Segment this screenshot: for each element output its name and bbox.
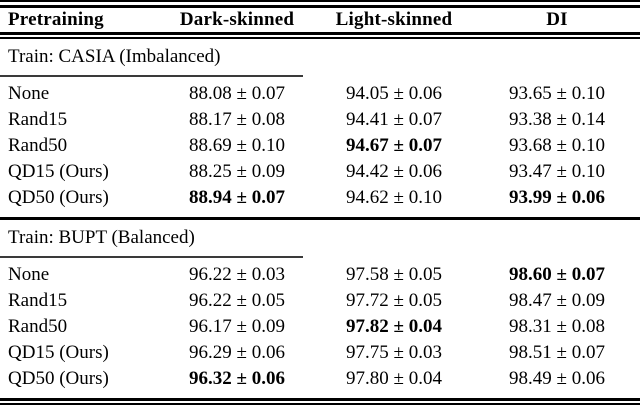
table-bottom-rule-outer bbox=[0, 403, 640, 405]
row-label: None bbox=[8, 83, 50, 104]
section-divider-rule bbox=[0, 217, 640, 220]
row-label: QD15 (Ours) bbox=[8, 342, 109, 363]
table-row: None 88.08 ± 0.07 94.05 ± 0.06 93.65 ± 0.10 bbox=[0, 81, 640, 107]
table-row: Rand50 96.17 ± 0.09 97.82 ± 0.04 98.31 ± 0.… bbox=[0, 314, 640, 340]
cell-di: 93.68 ± 0.10 bbox=[509, 135, 605, 156]
cell-dark-skinned: 88.25 ± 0.09 bbox=[189, 161, 285, 182]
cell-dark-skinned: 96.32 ± 0.06 bbox=[189, 368, 285, 389]
section-title: Train: CASIA (Imbalanced) bbox=[8, 46, 221, 67]
column-header-pretraining: Pretraining bbox=[8, 9, 104, 30]
row-label: Rand50 bbox=[8, 316, 68, 337]
table-top-rule-inner bbox=[0, 5, 640, 8]
cell-di: 93.99 ± 0.06 bbox=[509, 187, 605, 208]
table-row: Rand15 96.22 ± 0.05 97.72 ± 0.05 98.47 ± 0.… bbox=[0, 288, 640, 314]
table-bottom-rule-inner bbox=[0, 398, 640, 401]
cell-light-skinned: 94.67 ± 0.07 bbox=[346, 135, 442, 156]
row-label: Rand15 bbox=[8, 290, 68, 311]
row-label: QD15 (Ours) bbox=[8, 161, 109, 182]
cell-light-skinned: 94.62 ± 0.10 bbox=[346, 187, 442, 208]
cell-light-skinned: 97.80 ± 0.04 bbox=[346, 368, 442, 389]
table-row: Rand50 88.69 ± 0.10 94.67 ± 0.07 93.68 ± 0.… bbox=[0, 133, 640, 159]
cell-di: 98.60 ± 0.07 bbox=[509, 264, 605, 285]
cell-dark-skinned: 96.22 ± 0.05 bbox=[189, 290, 285, 311]
row-label: Rand50 bbox=[8, 135, 68, 156]
cell-dark-skinned: 88.94 ± 0.07 bbox=[189, 187, 285, 208]
cell-dark-skinned: 96.22 ± 0.03 bbox=[189, 264, 285, 285]
cell-di: 98.49 ± 0.06 bbox=[509, 368, 605, 389]
cell-di: 93.65 ± 0.10 bbox=[509, 83, 605, 104]
table-row: QD15 (Ours) 96.29 ± 0.06 97.75 ± 0.03 98.51… bbox=[0, 340, 640, 366]
cell-di: 93.38 ± 0.14 bbox=[509, 109, 605, 130]
table-row: None 96.22 ± 0.03 97.58 ± 0.05 98.60 ± 0.07 bbox=[0, 262, 640, 288]
section-partial-rule bbox=[0, 75, 303, 77]
header-bottom-rule-inner bbox=[0, 32, 640, 35]
cell-light-skinned: 94.41 ± 0.07 bbox=[346, 109, 442, 130]
row-label: None bbox=[8, 264, 50, 285]
table-row: QD50 (Ours) 88.94 ± 0.07 94.62 ± 0.10 93.99… bbox=[0, 185, 640, 211]
row-label: QD50 (Ours) bbox=[8, 187, 109, 208]
header-bottom-rule-outer bbox=[0, 37, 640, 39]
table-row: Rand15 88.17 ± 0.08 94.41 ± 0.07 93.38 ± 0.… bbox=[0, 107, 640, 133]
row-label: Rand15 bbox=[8, 109, 68, 130]
cell-dark-skinned: 88.69 ± 0.10 bbox=[189, 135, 285, 156]
section-partial-rule bbox=[0, 256, 303, 258]
section-title: Train: BUPT (Balanced) bbox=[8, 227, 195, 248]
cell-di: 93.47 ± 0.10 bbox=[509, 161, 605, 182]
section-rows: None 88.08 ± 0.07 94.05 ± 0.06 93.65 ± 0.10… bbox=[0, 77, 640, 217]
cell-dark-skinned: 96.17 ± 0.09 bbox=[189, 316, 285, 337]
cell-light-skinned: 97.72 ± 0.05 bbox=[346, 290, 442, 311]
cell-dark-skinned: 96.29 ± 0.06 bbox=[189, 342, 285, 363]
cell-dark-skinned: 88.08 ± 0.07 bbox=[189, 83, 285, 104]
cell-light-skinned: 97.58 ± 0.05 bbox=[346, 264, 442, 285]
table-row: QD50 (Ours) 96.32 ± 0.06 97.80 ± 0.04 98.49… bbox=[0, 366, 640, 392]
table-row: QD15 (Ours) 88.25 ± 0.09 94.42 ± 0.06 93.47… bbox=[0, 159, 640, 185]
column-header-di: DI bbox=[546, 9, 568, 30]
table-body: Train: CASIA (Imbalanced) None 88.08 ± 0.0… bbox=[0, 39, 640, 398]
column-header-dark-skinned: Dark-skinned bbox=[179, 9, 295, 30]
cell-light-skinned: 94.05 ± 0.06 bbox=[346, 83, 442, 104]
cell-di: 98.47 ± 0.09 bbox=[509, 290, 605, 311]
cell-dark-skinned: 88.17 ± 0.08 bbox=[189, 109, 285, 130]
cell-light-skinned: 97.75 ± 0.03 bbox=[346, 342, 442, 363]
table-header-row: Pretraining Dark-skinned Light-skinned DI bbox=[0, 8, 640, 32]
cell-di: 98.31 ± 0.08 bbox=[509, 316, 605, 337]
table-top-rule-outer bbox=[0, 0, 640, 2]
row-label: QD50 (Ours) bbox=[8, 368, 109, 389]
column-header-light-skinned: Light-skinned bbox=[335, 9, 453, 30]
cell-light-skinned: 97.82 ± 0.04 bbox=[346, 316, 442, 337]
section-rows: None 96.22 ± 0.03 97.58 ± 0.05 98.60 ± 0.07… bbox=[0, 258, 640, 398]
cell-light-skinned: 94.42 ± 0.06 bbox=[346, 161, 442, 182]
cell-di: 98.51 ± 0.07 bbox=[509, 342, 605, 363]
